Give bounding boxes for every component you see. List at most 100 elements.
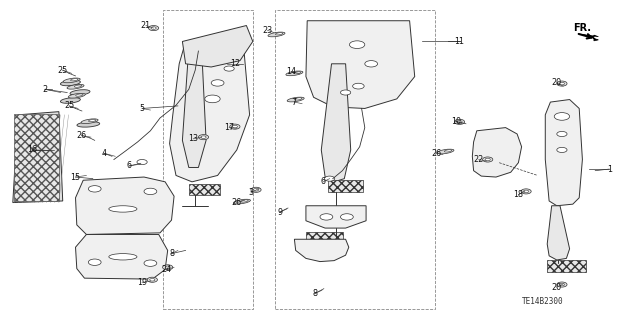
- Ellipse shape: [77, 122, 100, 127]
- Polygon shape: [170, 41, 250, 182]
- Ellipse shape: [68, 93, 85, 98]
- Polygon shape: [182, 26, 253, 67]
- Bar: [189, 184, 220, 195]
- Circle shape: [230, 124, 240, 129]
- Ellipse shape: [70, 90, 90, 95]
- Circle shape: [205, 95, 220, 103]
- Ellipse shape: [74, 85, 82, 87]
- Circle shape: [151, 27, 156, 29]
- Ellipse shape: [293, 72, 301, 74]
- Text: 14: 14: [286, 67, 296, 76]
- Circle shape: [457, 121, 462, 123]
- Text: 8: 8: [169, 249, 174, 258]
- Ellipse shape: [268, 32, 285, 37]
- Text: 22: 22: [474, 155, 484, 164]
- Ellipse shape: [88, 120, 96, 122]
- Ellipse shape: [109, 254, 137, 260]
- Polygon shape: [76, 234, 168, 279]
- Ellipse shape: [63, 78, 80, 83]
- Ellipse shape: [234, 199, 250, 204]
- Text: 9: 9: [277, 208, 282, 217]
- Polygon shape: [545, 100, 582, 206]
- Circle shape: [554, 113, 570, 120]
- Circle shape: [454, 119, 465, 124]
- Circle shape: [224, 66, 234, 71]
- Circle shape: [150, 278, 155, 281]
- Text: 13: 13: [188, 134, 198, 143]
- Bar: [14, 114, 59, 201]
- Circle shape: [557, 282, 567, 287]
- Circle shape: [165, 266, 170, 269]
- Text: 19: 19: [137, 278, 147, 287]
- Circle shape: [251, 187, 261, 192]
- Polygon shape: [306, 21, 415, 108]
- Text: 20: 20: [552, 283, 562, 292]
- Circle shape: [557, 131, 567, 137]
- Bar: [306, 232, 343, 244]
- Circle shape: [163, 265, 173, 270]
- Circle shape: [559, 283, 564, 286]
- Circle shape: [521, 189, 531, 194]
- Circle shape: [320, 214, 333, 220]
- Text: 15: 15: [70, 173, 81, 182]
- Text: 18: 18: [513, 190, 524, 199]
- Circle shape: [211, 80, 224, 86]
- Ellipse shape: [444, 150, 452, 152]
- Circle shape: [232, 125, 237, 128]
- Text: 25: 25: [64, 101, 74, 110]
- Ellipse shape: [60, 98, 81, 103]
- Ellipse shape: [81, 119, 98, 123]
- Text: 5: 5: [140, 104, 145, 113]
- Circle shape: [137, 160, 147, 165]
- Circle shape: [253, 189, 259, 191]
- Circle shape: [365, 61, 378, 67]
- Circle shape: [144, 260, 157, 266]
- Text: 3: 3: [248, 189, 253, 197]
- Ellipse shape: [67, 85, 84, 89]
- Bar: [547, 260, 586, 272]
- Circle shape: [201, 136, 206, 138]
- Text: 23: 23: [262, 26, 273, 35]
- Text: 26: 26: [77, 131, 87, 140]
- Text: 26: 26: [232, 198, 242, 207]
- Circle shape: [88, 186, 101, 192]
- Text: 16: 16: [27, 145, 37, 154]
- Circle shape: [349, 41, 365, 48]
- Circle shape: [144, 188, 157, 195]
- Bar: [328, 180, 363, 192]
- Circle shape: [485, 158, 490, 161]
- Text: 6: 6: [321, 177, 326, 186]
- Polygon shape: [547, 206, 570, 260]
- Ellipse shape: [70, 79, 78, 81]
- Bar: [163, 10, 253, 309]
- Polygon shape: [294, 239, 349, 262]
- Ellipse shape: [109, 206, 137, 212]
- Text: 8: 8: [312, 289, 317, 298]
- Text: FR.: FR.: [573, 23, 591, 33]
- Polygon shape: [13, 112, 63, 203]
- Text: 21: 21: [141, 21, 151, 30]
- Text: 10: 10: [451, 117, 461, 126]
- Polygon shape: [582, 34, 598, 41]
- Text: 7: 7: [292, 98, 297, 107]
- Circle shape: [88, 259, 101, 265]
- Text: 11: 11: [454, 37, 465, 46]
- Text: 1: 1: [607, 165, 612, 174]
- Circle shape: [557, 81, 567, 86]
- Text: TE14B2300: TE14B2300: [522, 297, 563, 306]
- Polygon shape: [306, 206, 366, 228]
- Ellipse shape: [286, 71, 303, 76]
- Circle shape: [557, 147, 567, 152]
- Ellipse shape: [241, 200, 248, 202]
- Polygon shape: [76, 177, 174, 234]
- Text: 26: 26: [431, 149, 442, 158]
- Text: 24: 24: [161, 265, 172, 274]
- Bar: [275, 10, 435, 309]
- Text: 20: 20: [552, 78, 562, 87]
- Circle shape: [559, 82, 564, 85]
- Text: 17: 17: [224, 123, 234, 132]
- Ellipse shape: [60, 80, 81, 86]
- Polygon shape: [182, 48, 206, 167]
- Circle shape: [324, 176, 335, 181]
- Circle shape: [483, 157, 493, 162]
